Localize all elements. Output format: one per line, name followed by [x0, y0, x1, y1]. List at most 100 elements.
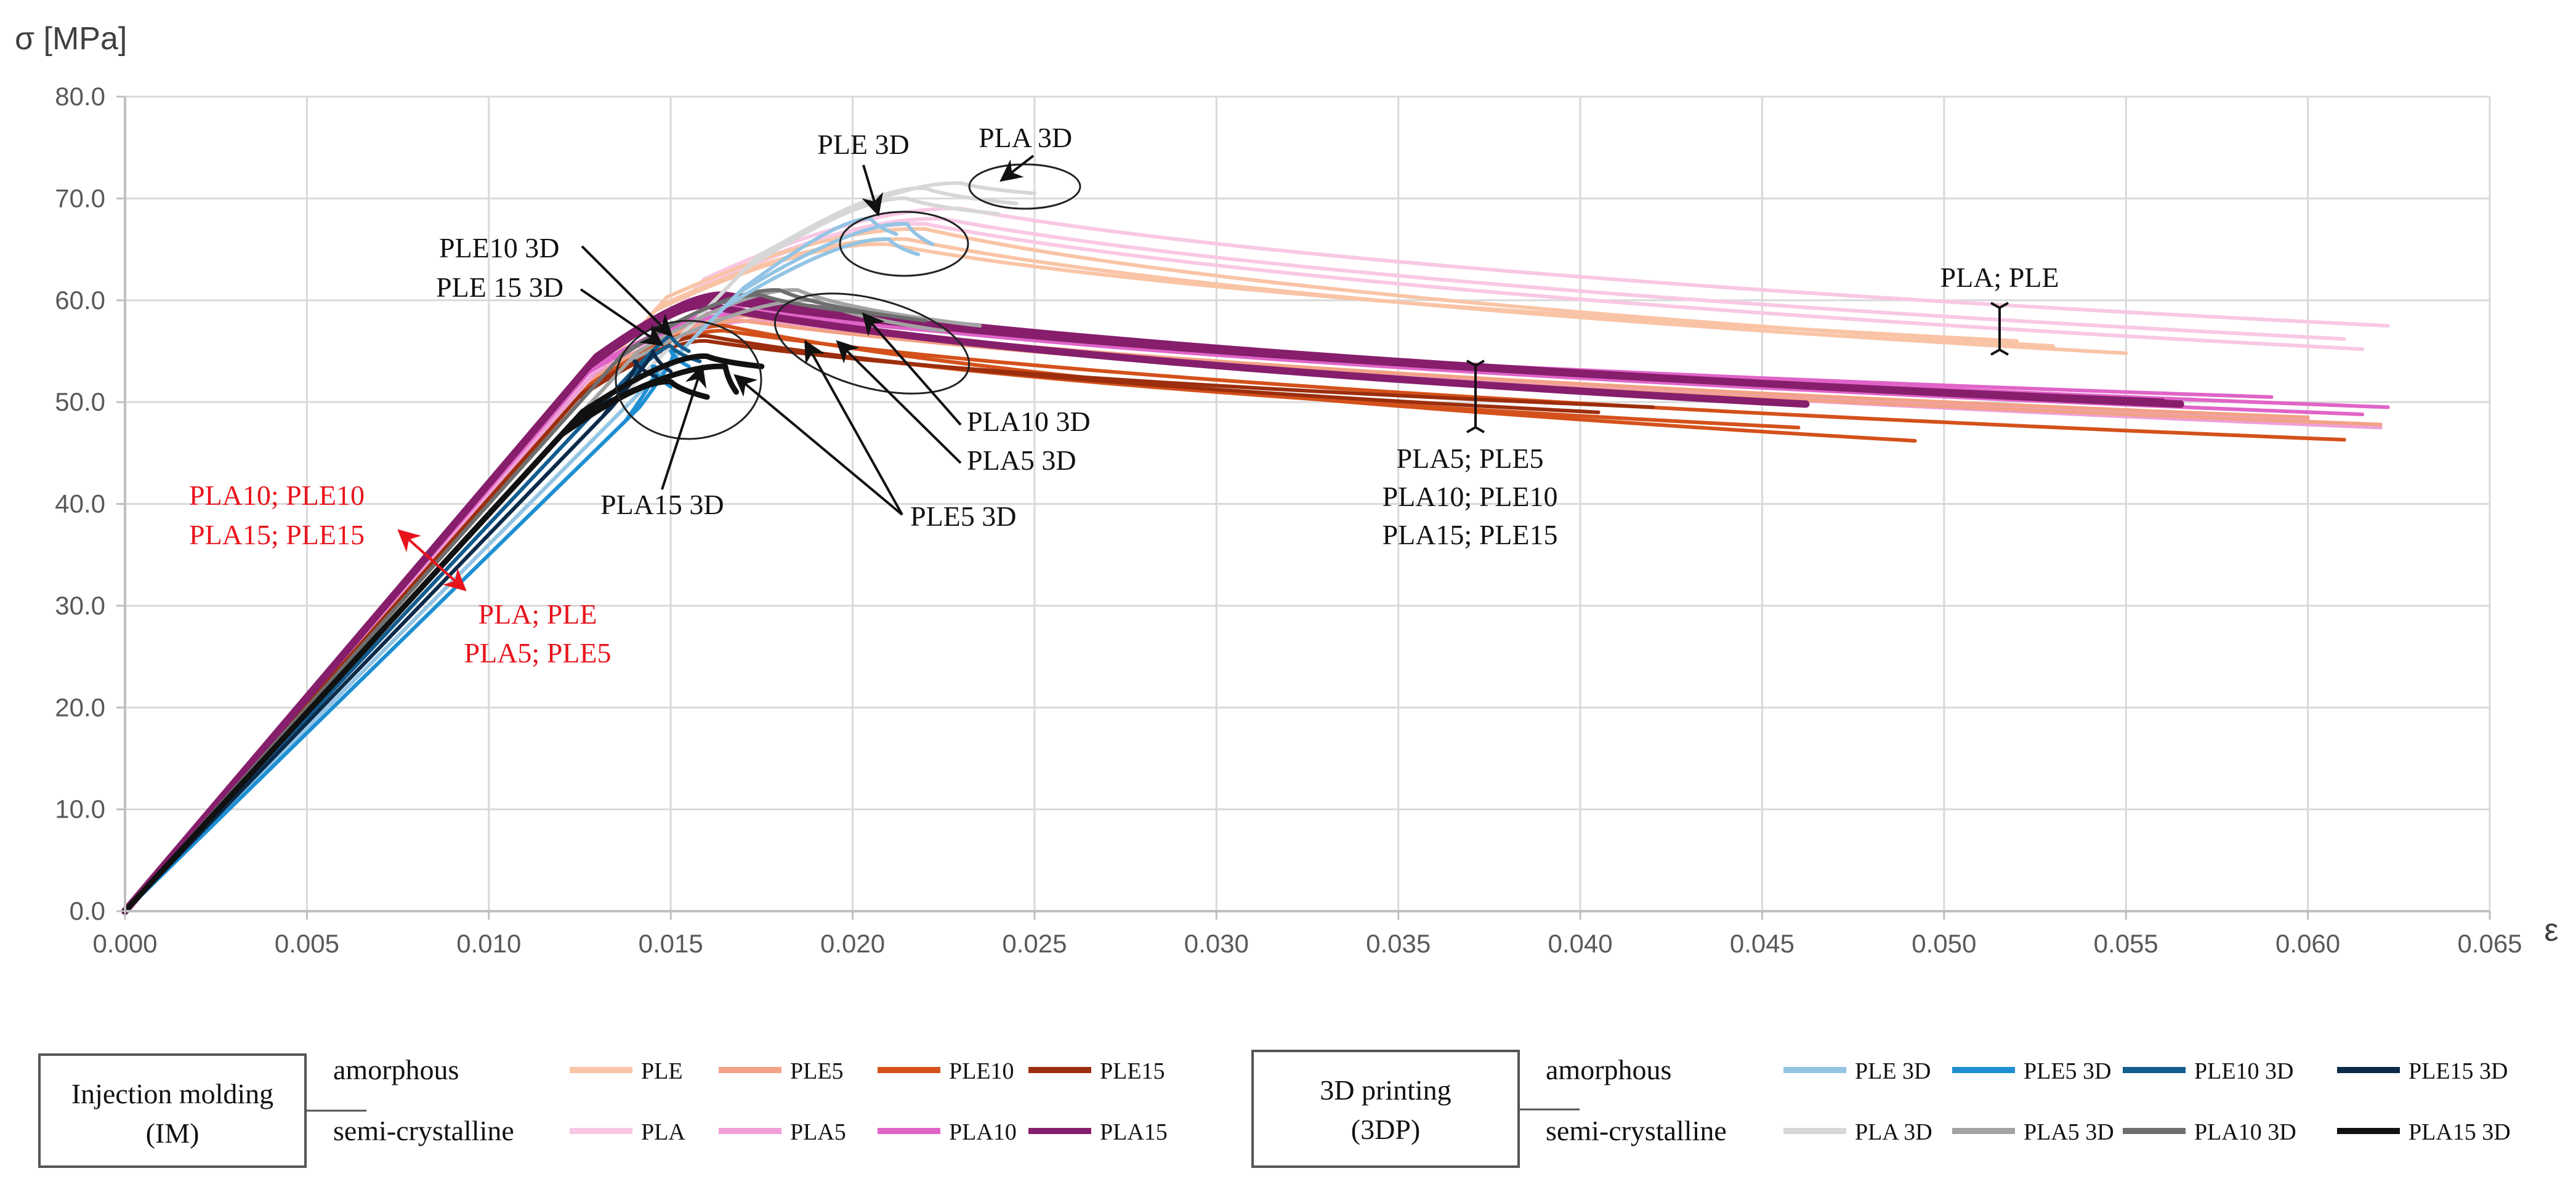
ann-ple5-3d-label: PLE5 3D	[910, 501, 1017, 532]
x-tick-label: 0.025	[1002, 929, 1067, 958]
annotation-ellipse	[615, 320, 762, 440]
x-tick-label: 0.010	[456, 929, 521, 958]
series-curve	[123, 334, 1601, 913]
series-ple10	[123, 323, 2346, 913]
ann-pla10-3d-label: PLA10 3D	[967, 406, 1091, 437]
annotation-bracket	[1990, 302, 2009, 356]
x-tick-label: 0.005	[275, 929, 339, 958]
x-tick-label: 0.035	[1366, 929, 1431, 958]
series-ple15	[123, 334, 1655, 913]
annotation-arrow	[733, 374, 903, 516]
legend-item-label: PLA 3D	[1855, 1119, 1932, 1145]
y-tick-label: 30.0	[55, 591, 105, 620]
legend-item-label: PLE	[641, 1058, 683, 1084]
x-tick-label: 0.015	[639, 929, 703, 958]
annotation-arrow	[579, 288, 664, 347]
ann-pla-ple-label: PLA; PLE	[1940, 262, 2059, 293]
y-tick-label: 10.0	[55, 795, 105, 824]
chart-axes: 0.000 0.005 0.010 0.015 0.020 0.025 0.030 0.035…	[15, 21, 2559, 958]
annotation-arrow	[862, 164, 883, 217]
annotation-arrow	[836, 340, 962, 464]
series-curve	[123, 237, 920, 913]
series-ple5-3d	[123, 349, 691, 913]
chart-legend: Injection molding (IM) amorphous PLE PLE5 PLE…	[38, 1050, 2511, 1168]
ann-pla15-3d-label: PLA15 3D	[600, 489, 724, 520]
annotation-ellipse	[839, 211, 969, 277]
legend-item-label: PLE10 3D	[2194, 1058, 2294, 1084]
legend-row-label: amorphous	[1546, 1054, 1671, 1085]
x-tick-label: 0.050	[1912, 929, 1976, 958]
ann-group-1-label: PLA5; PLE5	[1397, 443, 1544, 474]
y-tick-label: 20.0	[55, 693, 105, 722]
legend-item-label: PLE15	[1100, 1058, 1165, 1084]
legend-group-box	[38, 1053, 307, 1168]
y-tick-label: 50.0	[55, 387, 105, 416]
ann-red-3-label: PLA; PLE	[478, 598, 597, 630]
x-tick-label: 0.040	[1548, 929, 1613, 958]
legend-item-label: PLA5	[790, 1119, 846, 1145]
ann-red-4-label: PLA5; PLE5	[464, 637, 612, 669]
annotation-arrow	[661, 364, 707, 490]
x-axis-title: ε	[2544, 912, 2558, 948]
series-curve	[122, 353, 765, 914]
y-tick-label: 60.0	[55, 286, 105, 315]
x-tick-label: 0.045	[1730, 929, 1795, 958]
legend-item-label: PLE10	[949, 1058, 1014, 1084]
legend-item-label: PLE 3D	[1855, 1058, 1931, 1084]
ann-group-2-label: PLA10; PLE10	[1383, 481, 1558, 512]
legend-item-label: PLA10 3D	[2194, 1119, 2296, 1145]
series-curve	[123, 339, 1655, 913]
legend-item-label: PLA15 3D	[2408, 1119, 2511, 1145]
legend-item-label: PLE5 3D	[2024, 1058, 2112, 1084]
annotation-ellipse	[968, 163, 1081, 210]
legend-group-title: 3D printing	[1320, 1074, 1451, 1106]
legend-group-im: Injection molding (IM) amorphous PLE PLE5 PLE…	[38, 1053, 1168, 1168]
series-curve	[123, 242, 2019, 913]
series-pla-3d	[123, 181, 1036, 913]
x-tick-label: 0.055	[2094, 929, 2158, 958]
legend-row-label: semi-crystalline	[333, 1115, 514, 1146]
legend-item-label: PLA	[641, 1119, 685, 1145]
series-curve	[122, 363, 739, 914]
series-curve	[122, 379, 710, 914]
ann-pla-3d-label: PLA 3D	[979, 122, 1072, 153]
y-tick-label: 40.0	[55, 489, 105, 518]
annotation-arrow	[581, 245, 673, 337]
series-curve	[123, 227, 2056, 913]
series-curve	[123, 222, 935, 913]
x-tick-label: 0.065	[2457, 929, 2522, 958]
legend-group-3dp: 3D printing (3DP) amorphous PLE 3D PLE5 3D PL…	[1251, 1050, 2511, 1168]
series-curve	[123, 196, 1000, 913]
series-curve	[123, 222, 2365, 913]
legend-item-label: PLE5	[790, 1058, 844, 1084]
legend-group-subtitle: (3DP)	[1351, 1114, 1420, 1145]
ann-ple-3d-label: PLE 3D	[817, 129, 910, 160]
series-curve	[123, 359, 658, 913]
series-curve	[123, 349, 673, 913]
ann-ple10-3d-label: PLE10 3D	[439, 232, 560, 264]
ann-pla5-3d-label: PLA5 3D	[967, 445, 1076, 476]
x-tick-label: 0.000	[92, 929, 157, 958]
legend-group-box	[1251, 1050, 1520, 1168]
y-axis-title: σ [MPa]	[15, 21, 127, 57]
x-tick-label: 0.030	[1184, 929, 1249, 958]
y-tick-label: 0.0	[70, 896, 105, 925]
annotation-arrow	[862, 312, 962, 426]
annotation-ellipse	[773, 292, 971, 395]
x-tick-label: 0.020	[820, 929, 885, 958]
legend-group-title: Injection molding	[71, 1078, 273, 1109]
legend-item-label: PLA15	[1100, 1119, 1168, 1145]
series-ple15-3d	[123, 349, 673, 913]
series-curve	[121, 301, 1810, 915]
annotation-bracket	[1466, 360, 1485, 433]
series-ple5	[123, 313, 2383, 913]
legend-row-label: amorphous	[333, 1054, 459, 1085]
legend-group-subtitle: (IM)	[146, 1117, 200, 1149]
series-curve	[123, 329, 2346, 913]
series-ple-3d	[123, 217, 935, 913]
legend-item-label: PLA5 3D	[2024, 1119, 2114, 1145]
ann-red-1-label: PLA10; PLE10	[189, 480, 365, 511]
series-curve	[123, 318, 2383, 913]
y-tick-label: 70.0	[55, 183, 105, 212]
